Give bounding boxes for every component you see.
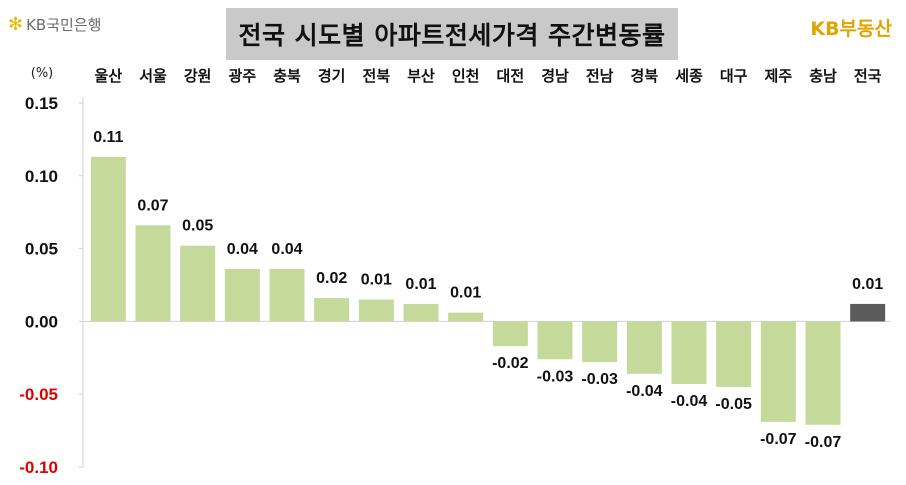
x-category-label: 경기 xyxy=(318,67,346,85)
y-tick-label: 0.00 xyxy=(25,312,58,331)
bar-value-label: 0.11 xyxy=(93,129,123,146)
bar xyxy=(805,321,841,425)
bar xyxy=(269,268,305,322)
x-category-label: 경북 xyxy=(631,67,659,85)
kb-star-icon: ✻ xyxy=(8,13,24,35)
bar-value-label: 0.01 xyxy=(361,272,392,289)
x-category-label: 부산 xyxy=(407,67,435,85)
x-category-label: 강원 xyxy=(184,67,212,85)
bar-value-label: 0.04 xyxy=(271,241,302,258)
bar-value-label: -0.03 xyxy=(537,368,574,385)
x-category-label: 전남 xyxy=(586,67,614,85)
bar-value-label: 0.07 xyxy=(137,197,168,214)
x-category-label: 광주 xyxy=(229,67,257,85)
x-category-label: 인천 xyxy=(452,67,480,85)
kb-realestate-logo: KB부동산 xyxy=(810,18,892,40)
x-category-label: 대구 xyxy=(720,67,748,85)
bar-value-label: 0.05 xyxy=(182,218,213,235)
bar xyxy=(180,245,216,322)
y-tick-label: 0.05 xyxy=(25,240,58,259)
bar-value-label: -0.04 xyxy=(671,393,708,410)
x-category-label: 세종 xyxy=(675,67,703,85)
y-tick-label: 0.10 xyxy=(25,167,58,186)
x-category-label: 전북 xyxy=(363,67,391,85)
bar xyxy=(537,321,573,360)
bar xyxy=(135,225,171,322)
y-tick-label: -0.05 xyxy=(19,385,58,404)
bar xyxy=(671,321,707,385)
bar xyxy=(448,312,484,322)
bar xyxy=(850,303,886,322)
bar xyxy=(358,299,394,322)
chart-title-box: 전국 시도별 아파트전세가격 주간변동률 xyxy=(226,8,678,60)
y-tick-label: 0.15 xyxy=(25,94,58,113)
bar-value-label: -0.07 xyxy=(760,431,797,448)
bar xyxy=(760,321,796,422)
bar-value-label: -0.07 xyxy=(805,434,842,451)
bar-value-label: 0.01 xyxy=(405,276,436,293)
x-category-label: 경남 xyxy=(541,67,569,85)
bar-value-label: -0.04 xyxy=(626,383,663,400)
x-category-label: 전국 xyxy=(854,67,882,85)
bar xyxy=(492,321,528,347)
bar-value-label: 0.02 xyxy=(316,270,347,287)
x-category-label: 서울 xyxy=(139,67,167,85)
bar xyxy=(90,156,126,322)
kb-bank-brand: KB국민은행 xyxy=(26,16,102,34)
x-category-label: 제주 xyxy=(765,67,793,85)
y-axis-unit-label: (%) xyxy=(31,66,54,81)
bar xyxy=(224,268,260,322)
x-category-label: 충북 xyxy=(273,67,301,85)
y-tick-label: -0.10 xyxy=(19,458,58,477)
bar-value-label: 0.04 xyxy=(227,241,258,258)
bar-value-label: -0.03 xyxy=(581,371,618,388)
bar xyxy=(314,298,350,322)
bar xyxy=(582,321,618,363)
chart-title: 전국 시도별 아파트전세가격 주간변동률 xyxy=(238,21,666,50)
x-category-label: 대전 xyxy=(497,67,525,85)
x-category-label: 충남 xyxy=(809,67,837,85)
bar-value-label: -0.05 xyxy=(715,396,752,413)
bar-value-label: 0.01 xyxy=(852,276,883,293)
bar xyxy=(716,321,752,387)
bar xyxy=(403,303,439,322)
bar-value-label: -0.02 xyxy=(492,355,529,372)
kb-bank-logo: ✻ KB국민은행 xyxy=(8,14,101,35)
x-category-label: 울산 xyxy=(95,67,123,85)
bar-value-label: 0.01 xyxy=(450,285,481,302)
bar xyxy=(626,321,662,374)
